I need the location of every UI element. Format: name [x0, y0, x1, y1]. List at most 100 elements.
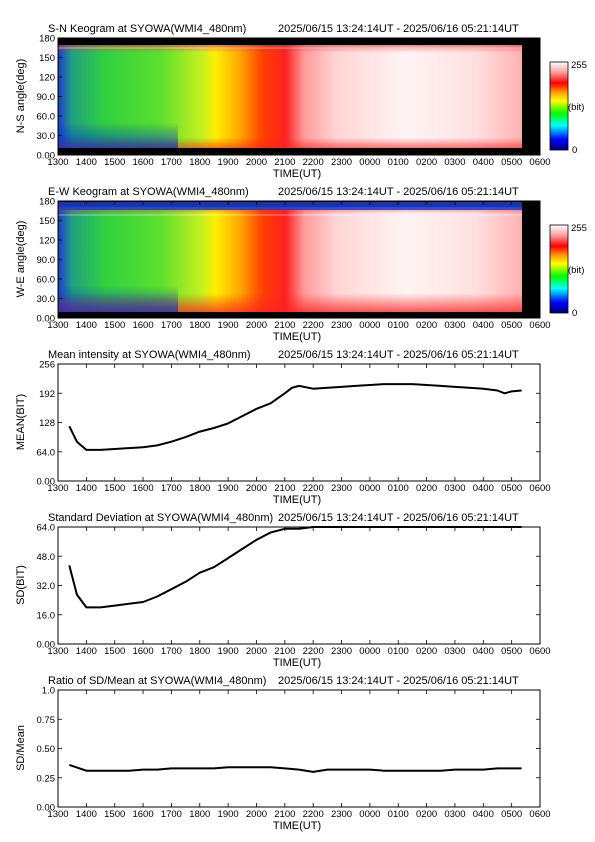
x-tick-label: 0400 [473, 809, 494, 820]
series-sd [68, 526, 522, 609]
x-tick-label: 1800 [189, 809, 210, 820]
colorbar-min-label: 0 [572, 145, 577, 156]
y-axis-label: SD/Mean [15, 725, 27, 771]
panel-title: Ratio of SD/Mean at SYOWA(WMI4_480nm) [48, 675, 266, 687]
y-tick-label: 30.0 [37, 294, 56, 305]
y-tick-label: 192 [39, 389, 55, 400]
y-tick-label: 150 [39, 216, 55, 227]
panel-title: E-W Keogram at SYOWA(WMI4_480nm) [48, 186, 249, 198]
x-tick-label: 0300 [444, 646, 465, 657]
x-tick-label: 1900 [218, 320, 239, 331]
x-tick-label: 0100 [388, 157, 409, 168]
x-tick-label: 0200 [416, 483, 437, 494]
y-tick-label: 0.00 [37, 803, 56, 814]
x-axis-label: TIME(UT) [273, 494, 321, 506]
x-tick-label: 1600 [132, 809, 153, 820]
panel-title: Mean intensity at SYOWA(WMI4_480nm) [48, 349, 251, 361]
colorbar-max-label: 255 [571, 223, 587, 234]
x-tick-label: 0500 [501, 809, 522, 820]
y-tick-label: 0.00 [37, 640, 56, 651]
keogram-dark-band [58, 207, 178, 312]
y-tick-label: 16.0 [37, 610, 56, 621]
x-tick-label: 2000 [246, 157, 267, 168]
panel-time-range: 2025/06/15 13:24:14UT - 2025/06/16 05:21… [278, 675, 519, 687]
x-tick-label: 1500 [104, 646, 125, 657]
x-tick-label: 1700 [161, 483, 182, 494]
x-tick-label: 1400 [76, 809, 97, 820]
keogram-image [58, 38, 540, 155]
x-tick-label: 0200 [416, 646, 437, 657]
x-tick-label: 1400 [76, 646, 97, 657]
y-tick-label: 60.0 [37, 112, 56, 123]
x-tick-label: 1300 [47, 483, 68, 494]
x-tick-label: 0500 [501, 483, 522, 494]
x-tick-label: 1900 [218, 809, 239, 820]
y-ticks: 0.00 30.0 60.0 90.0 120 150 180 [37, 34, 540, 162]
plot-frame [57, 363, 541, 482]
panel-time-range: 2025/06/15 13:24:14UT - 2025/06/16 05:21… [278, 186, 519, 198]
y-ticks: 0.00 30.0 60.0 90.0 120 150 180 [37, 197, 540, 325]
x-tick-label: 0300 [444, 809, 465, 820]
x-tick-label: 0300 [444, 320, 465, 331]
x-tick-label: 0300 [444, 157, 465, 168]
x-ticks: 1300 1400 1500 1600 1700 1800 1900 2000 2100 2200… [47, 527, 551, 657]
y-tick-label: 120 [39, 236, 55, 247]
y-tick-label: 180 [39, 34, 55, 45]
x-tick-label: 0000 [359, 646, 380, 657]
plot-frame [57, 689, 541, 808]
x-tick-label: 0400 [473, 483, 494, 494]
y-tick-label: 90.0 [37, 92, 56, 103]
panel-standard-deviation: Standard Deviation at SYOWA(WMI4_480nm) … [15, 512, 551, 669]
x-tick-label: 1900 [218, 646, 239, 657]
x-tick-label: 0000 [359, 320, 380, 331]
x-tick-label: 2000 [246, 646, 267, 657]
x-tick-label: 1800 [189, 157, 210, 168]
x-tick-label: 2000 [246, 483, 267, 494]
x-tick-label: 1800 [189, 483, 210, 494]
y-tick-label: 60.0 [37, 275, 56, 286]
x-tick-label: 1300 [47, 157, 68, 168]
y-ticks: 0.00 0.25 0.50 0.75 1.0 [37, 686, 540, 814]
series-line [68, 383, 522, 451]
x-tick-label: 0000 [359, 483, 380, 494]
series-ratio [68, 763, 522, 773]
x-tick-label: 2100 [274, 809, 295, 820]
x-ticks: 1300 1400 1500 1600 1700 1800 1900 2000 2100 2200… [47, 38, 551, 168]
x-tick-label: 0400 [473, 157, 494, 168]
x-tick-label: 1600 [132, 483, 153, 494]
x-tick-label: 1800 [189, 646, 210, 657]
x-tick-label: 2200 [303, 157, 324, 168]
x-axis-label: TIME(UT) [273, 820, 321, 832]
x-tick-label: 1500 [104, 483, 125, 494]
keogram-image [58, 201, 540, 318]
y-tick-label: 1.0 [42, 686, 55, 697]
x-tick-label: 1700 [161, 646, 182, 657]
x-tick-label: 0500 [501, 157, 522, 168]
x-tick-label: 1600 [132, 646, 153, 657]
x-tick-label: 0100 [388, 320, 409, 331]
x-ticks: 1300 1400 1500 1600 1700 1800 1900 2000 2100 2200… [47, 364, 551, 494]
x-tick-label: 2200 [303, 320, 324, 331]
y-tick-label: 0.50 [37, 744, 56, 755]
x-tick-label: 2200 [303, 646, 324, 657]
x-tick-label: 2300 [331, 483, 352, 494]
x-tick-label: 0500 [501, 646, 522, 657]
x-tick-label: 1600 [132, 157, 153, 168]
y-tick-label: 128 [39, 418, 55, 429]
x-tick-label: 0400 [473, 646, 494, 657]
x-tick-label: 2000 [246, 809, 267, 820]
colorbar-gradient [549, 61, 569, 151]
x-tick-label: 2300 [331, 157, 352, 168]
x-tick-label: 1900 [218, 157, 239, 168]
x-tick-label: 1900 [218, 483, 239, 494]
panel-time-range: 2025/06/15 13:24:14UT - 2025/06/16 05:21… [278, 512, 519, 524]
x-tick-label: 1800 [189, 320, 210, 331]
y-tick-label: 120 [39, 73, 55, 84]
x-axis-label: TIME(UT) [273, 331, 321, 343]
x-tick-label: 2000 [246, 320, 267, 331]
x-tick-label: 0600 [529, 483, 550, 494]
x-tick-label: 1700 [161, 157, 182, 168]
x-tick-label: 0600 [529, 157, 550, 168]
series-line [68, 763, 522, 773]
